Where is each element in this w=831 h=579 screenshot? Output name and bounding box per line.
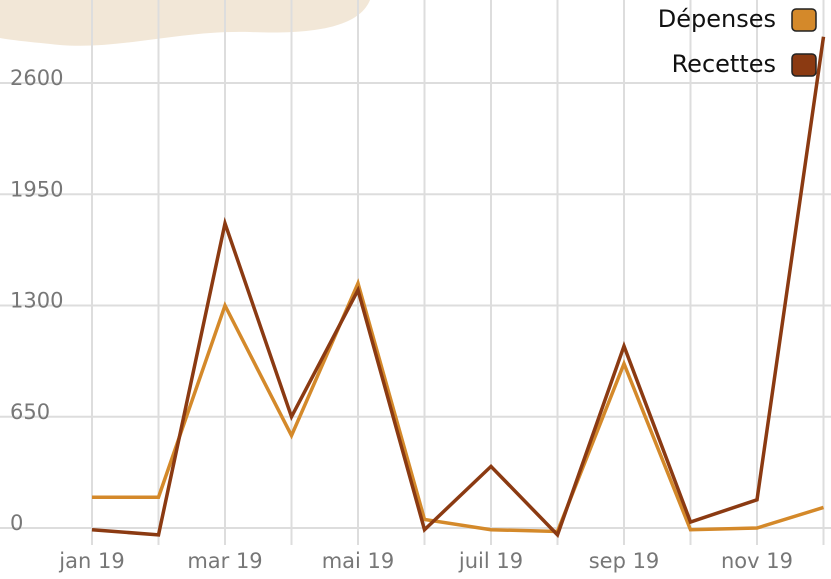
- series-line: [92, 278, 825, 534]
- x-tick-label: nov 19: [721, 549, 793, 573]
- legend-label: Recettes: [672, 50, 776, 78]
- decoration: [0, 0, 370, 46]
- x-tick-label: sep 19: [589, 549, 660, 573]
- x-tick-label: mar 19: [187, 549, 262, 573]
- legend-label: Dépenses: [658, 5, 776, 33]
- y-tick-label: 1950: [10, 177, 63, 201]
- x-tick-label: juil 19: [458, 549, 523, 573]
- y-tick-label: 2600: [10, 66, 63, 90]
- x-tick-label: mai 19: [322, 549, 395, 573]
- x-tick-label: jan 19: [58, 549, 124, 573]
- series-line: [91, 36, 826, 539]
- legend-swatch: [791, 8, 817, 32]
- y-tick-label: 650: [10, 400, 50, 424]
- y-tick-label: 1300: [10, 289, 63, 313]
- y-tick-label: 0: [10, 511, 23, 535]
- legend-swatch: [791, 53, 817, 77]
